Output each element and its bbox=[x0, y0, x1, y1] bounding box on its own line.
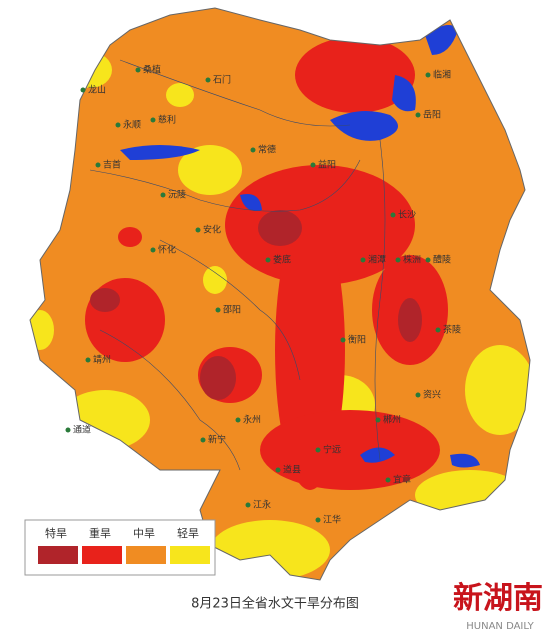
place-marker bbox=[235, 417, 241, 423]
place-marker bbox=[65, 427, 71, 433]
place-label: 江华 bbox=[323, 514, 341, 526]
legend: 特旱 重旱 中旱 轻旱 bbox=[38, 526, 210, 564]
place-label: 怀化 bbox=[158, 244, 176, 256]
place-label: 常德 bbox=[258, 144, 276, 156]
place-label: 邵阳 bbox=[223, 305, 241, 316]
legend-label: 中旱 bbox=[133, 527, 155, 540]
legend-label: 特旱 bbox=[45, 526, 67, 540]
place-label: 长沙 bbox=[398, 209, 416, 221]
place-marker bbox=[85, 357, 91, 363]
place-label: 吉首 bbox=[103, 159, 121, 171]
place-marker bbox=[160, 192, 166, 198]
place-marker bbox=[95, 162, 101, 168]
place-marker bbox=[375, 417, 381, 423]
place-label: 道县 bbox=[283, 464, 301, 476]
legend-swatch bbox=[170, 546, 210, 564]
place-label: 益阳 bbox=[318, 159, 336, 171]
place-marker bbox=[195, 227, 201, 233]
place-label: 茶陵 bbox=[443, 324, 461, 336]
legend-swatch bbox=[126, 546, 166, 564]
place-label: 娄底 bbox=[273, 254, 291, 266]
severe-areas bbox=[85, 37, 448, 490]
place-marker bbox=[395, 257, 401, 263]
place-marker bbox=[340, 337, 346, 343]
place-marker bbox=[315, 517, 321, 523]
legend-label: 轻旱 bbox=[177, 526, 199, 540]
place-marker bbox=[205, 77, 211, 83]
legend-swatch bbox=[38, 546, 78, 564]
place-label: 湘潭 bbox=[368, 254, 386, 266]
place-label: 宜章 bbox=[393, 474, 411, 486]
place-label: 株洲 bbox=[403, 254, 421, 266]
place-label: 永州 bbox=[243, 414, 261, 426]
place-label: 江永 bbox=[253, 499, 271, 511]
place-marker bbox=[310, 162, 316, 168]
place-marker bbox=[425, 72, 431, 78]
place-marker bbox=[200, 437, 206, 443]
place-label: 慈利 bbox=[158, 114, 176, 126]
place-label: 龙山 bbox=[88, 84, 106, 96]
logo-subtitle: HUNAN DAILY bbox=[466, 621, 534, 632]
place-marker bbox=[275, 467, 281, 473]
place-marker bbox=[385, 477, 391, 483]
place-marker bbox=[315, 447, 321, 453]
place-marker bbox=[150, 117, 156, 123]
place-label: 桑植 bbox=[143, 64, 161, 76]
place-marker bbox=[415, 392, 421, 398]
place-label: 永顺 bbox=[123, 119, 141, 131]
place-label: 临湘 bbox=[433, 69, 451, 81]
place-marker bbox=[135, 67, 141, 73]
caption: 8月23日全省水文干旱分布图 bbox=[191, 596, 359, 612]
light-areas bbox=[30, 52, 530, 580]
place-label: 沅陵 bbox=[168, 189, 186, 201]
logo-title: 新湖南 bbox=[453, 581, 543, 616]
place-marker bbox=[250, 147, 256, 153]
place-label: 宁远 bbox=[323, 444, 341, 456]
place-marker bbox=[425, 257, 431, 263]
legend-label: 重旱 bbox=[89, 526, 111, 540]
drought-map bbox=[30, 8, 530, 580]
place-label: 石门 bbox=[213, 74, 231, 86]
place-label: 衡阳 bbox=[348, 334, 366, 346]
place-marker bbox=[390, 212, 396, 218]
place-marker bbox=[245, 502, 251, 508]
place-marker bbox=[360, 257, 366, 263]
place-label: 安化 bbox=[203, 224, 221, 236]
place-label: 资兴 bbox=[423, 390, 441, 401]
place-marker bbox=[115, 122, 121, 128]
place-label: 通道 bbox=[73, 424, 91, 436]
place-marker bbox=[150, 247, 156, 253]
place-marker bbox=[80, 87, 86, 93]
extreme-areas bbox=[90, 210, 422, 400]
place-label: 岳阳 bbox=[423, 109, 441, 121]
rivers bbox=[89, 59, 386, 471]
place-label: 新宁 bbox=[208, 434, 226, 446]
place-marker bbox=[265, 257, 271, 263]
place-marker bbox=[435, 327, 441, 333]
place-label: 靖州 bbox=[93, 354, 111, 366]
place-label: 郴州 bbox=[383, 414, 401, 426]
place-marker bbox=[415, 112, 421, 118]
place-label: 醴陵 bbox=[433, 254, 451, 266]
lakes bbox=[120, 25, 480, 468]
legend-swatch bbox=[82, 546, 122, 564]
place-marker bbox=[215, 307, 221, 313]
